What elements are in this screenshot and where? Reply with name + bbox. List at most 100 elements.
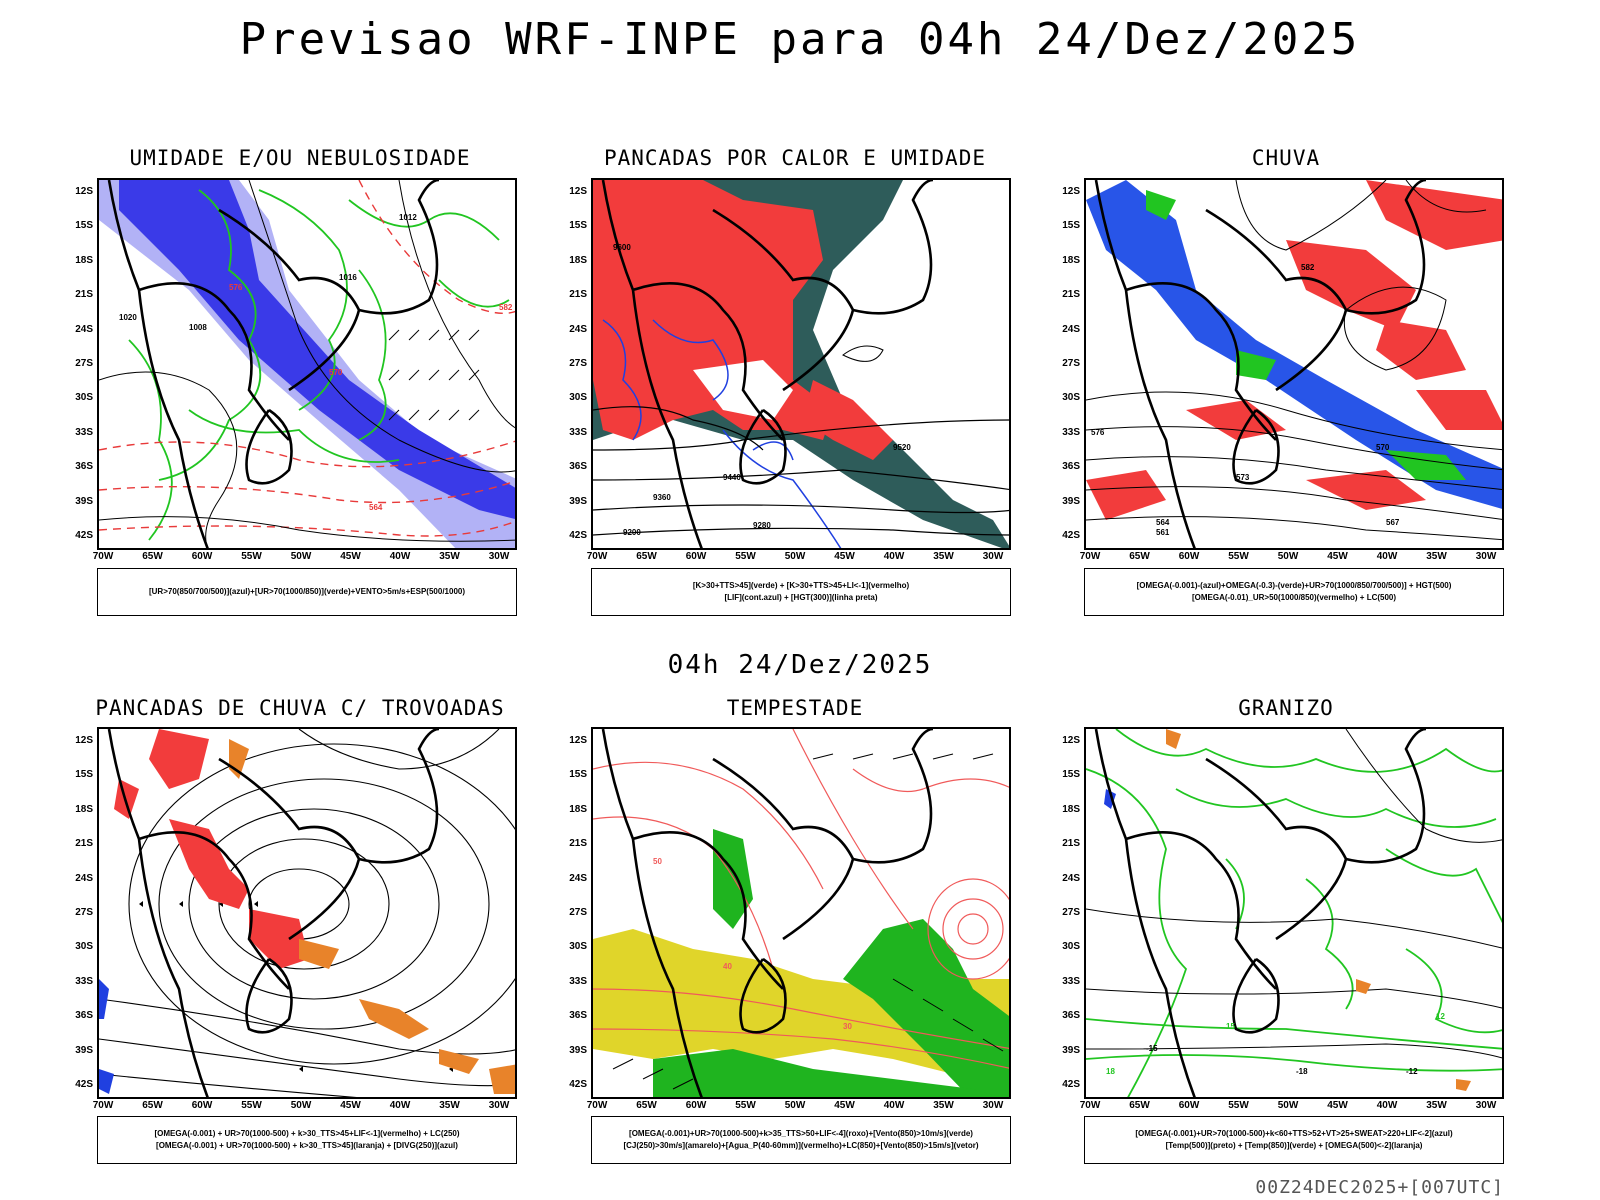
- lat-tick-label: 42S: [569, 530, 587, 541]
- lon-tick-label: 50W: [1277, 1100, 1299, 1111]
- lon-tick-label: 30W: [982, 1100, 1004, 1111]
- contour-label: 567: [1386, 518, 1400, 527]
- lon-tick-label: 55W: [1228, 1100, 1249, 1111]
- legend-pancadas: [K>30+TTS>45](verde) + [K>30+TTS>45+LI<-…: [591, 568, 1011, 616]
- map-tempestade[interactable]: 50 40 30: [591, 727, 1011, 1099]
- lat-tick-label: 33S: [569, 975, 587, 987]
- legend-line: [LIF](cont.azul) + [HGT(300)](linha pret…: [724, 593, 878, 602]
- lat-tick-label: 15S: [1062, 769, 1080, 781]
- lon-tick-label: 55W: [241, 551, 262, 562]
- lat-tick-label: 30S: [75, 392, 93, 404]
- lon-tick-label: 65W: [142, 1100, 163, 1111]
- panel-title-umidade: UMIDADE E/OU NEBULOSIDADE: [129, 146, 471, 170]
- lon-tick-label: 55W: [735, 551, 756, 562]
- pressure-isobars: [99, 180, 515, 548]
- lon-tick-label: 40W: [389, 551, 411, 562]
- lat-tick-label: 15S: [569, 220, 587, 232]
- lat-tick-label: 39S: [1062, 1044, 1080, 1056]
- legend-tempestade: [OMEGA(-0.001)+UR>70(1000-500)+k>35_TTS>…: [591, 1116, 1011, 1164]
- legend-chuva: [OMEGA(-0.001)-(azul)+OMEGA(-0.3)-(verde…: [1084, 568, 1504, 616]
- country-borders: [1094, 180, 1427, 548]
- map-canvas-chuva: 582 576 570 564 573 567 561: [1086, 180, 1502, 548]
- wind-vectors: [612, 753, 1004, 1090]
- lon-tick-label: 35W: [933, 1100, 954, 1111]
- lat-tick-label: 39S: [569, 495, 587, 507]
- panel-title-pancadas: PANCADAS POR CALOR E UMIDADE: [603, 146, 986, 170]
- lat-tick-label: 30S: [569, 392, 587, 404]
- lon-axis-granizo: 70W 65W 60W 55W 50W 45W 40W 35W 30W: [1080, 1100, 1504, 1114]
- lat-tick-label: 12S: [75, 186, 93, 197]
- contour-label: 18: [1106, 1067, 1115, 1076]
- lat-tick-label: 27S: [1062, 358, 1080, 369]
- lon-tick-label: 55W: [241, 1100, 262, 1111]
- map-chuva[interactable]: 582 576 570 564 573 567 561: [1084, 178, 1504, 550]
- lon-tick-label: 50W: [784, 551, 806, 562]
- lat-tick-label: 24S: [75, 872, 93, 884]
- lon-tick-label: 55W: [735, 1100, 756, 1111]
- lon-tick-label: 60W: [685, 551, 707, 562]
- contour-label: 9200: [623, 528, 641, 537]
- wind-850-green-central: [713, 829, 753, 929]
- lat-tick-label: 27S: [1062, 907, 1080, 918]
- lat-tick-label: 33S: [75, 426, 93, 438]
- lat-tick-label: 24S: [75, 323, 93, 335]
- lat-tick-label: 36S: [569, 1010, 587, 1022]
- panel-title-chuva: CHUVA: [1251, 146, 1321, 170]
- contour-label: 9360: [653, 493, 671, 502]
- contour-label: 15: [1226, 1022, 1235, 1031]
- lat-tick-label: 30S: [75, 941, 93, 953]
- run-timestamp: 00Z24DEC2025+[007UTC]: [1255, 1177, 1504, 1198]
- lat-tick-label: 33S: [75, 975, 93, 987]
- lat-tick-label: 21S: [75, 838, 93, 850]
- map-granizo[interactable]: -12 -15 -18 12 15 18: [1084, 727, 1504, 1099]
- lat-tick-label: 24S: [569, 872, 587, 884]
- map-pancadas[interactable]: 9600 9520 9440 9360 9280 9200: [591, 178, 1011, 550]
- lon-tick-label: 45W: [340, 1100, 361, 1111]
- lat-tick-label: 21S: [1062, 838, 1080, 850]
- contour-label: 1008: [189, 323, 207, 332]
- contour-label: -12: [1406, 1067, 1418, 1076]
- lat-axis-trovoadas: 12S 15S 18S 21S 24S 27S 30S 33S 36S 39S 42S: [67, 727, 97, 1099]
- country-borders: [1094, 729, 1427, 1097]
- lon-tick-label: 35W: [439, 1100, 460, 1111]
- forecast-time-label: 04h 24/Dez/2025: [667, 650, 933, 680]
- lat-tick-label: 36S: [75, 1010, 93, 1022]
- lat-tick-label: 12S: [1062, 735, 1080, 746]
- lat-tick-label: 21S: [569, 289, 587, 301]
- contour-label: 570: [1376, 443, 1390, 452]
- wind-850-green-south: [653, 1049, 1000, 1097]
- lat-tick-label: 42S: [1062, 1079, 1080, 1090]
- lon-tick-label: 60W: [685, 1100, 707, 1111]
- lat-tick-label: 24S: [1062, 872, 1080, 884]
- contour-label: 582: [1301, 263, 1315, 272]
- map-trovoadas[interactable]: [97, 727, 517, 1099]
- lon-tick-label: 35W: [1426, 551, 1447, 562]
- panel-title-trovoadas: PANCADAS DE CHUVA C/ TROVOADAS: [95, 696, 505, 720]
- lon-tick-label: 30W: [982, 551, 1004, 562]
- legend-trovoadas: [OMEGA(-0.001) + UR>70(1000-500) + k>30_…: [97, 1116, 517, 1164]
- lon-axis-tempestade: 70W 65W 60W 55W 50W 45W 40W 35W 30W: [587, 1100, 1011, 1114]
- closed-contour: [842, 345, 884, 362]
- lat-tick-label: 39S: [569, 1044, 587, 1056]
- lat-tick-label: 39S: [75, 495, 93, 507]
- lat-axis-chuva: 12S 15S 18S 21S 24S 27S 30S 33S 36S 39S 42S: [1054, 178, 1084, 550]
- lat-tick-label: 15S: [569, 769, 587, 781]
- lon-axis-trovoadas: 70W 65W 60W 55W 50W 45W 40W 35W 30W: [93, 1100, 517, 1114]
- legend-line: [K>30+TTS>45](verde) + [K>30+TTS>45+LI<-…: [692, 581, 910, 590]
- map-umidade[interactable]: 1012 1008 1016 1020 570 576 582 564: [97, 178, 517, 550]
- lon-tick-label: 45W: [834, 551, 855, 562]
- lon-tick-label: 65W: [1129, 551, 1150, 562]
- lon-tick-label: 70W: [92, 551, 114, 562]
- lat-tick-label: 15S: [75, 769, 93, 781]
- contour-label: 582: [499, 303, 513, 312]
- panel-title-granizo: GRANIZO: [1238, 696, 1334, 720]
- lat-tick-label: 18S: [1062, 254, 1080, 266]
- contour-label: 9440: [723, 473, 741, 482]
- contour-label: 9520: [893, 443, 911, 452]
- country-borders: [601, 180, 934, 548]
- lat-tick-label: 24S: [569, 323, 587, 335]
- lat-tick-label: 12S: [569, 735, 587, 746]
- lat-tick-label: 36S: [1062, 461, 1080, 473]
- lon-tick-label: 40W: [883, 1100, 905, 1111]
- lat-tick-label: 21S: [75, 289, 93, 301]
